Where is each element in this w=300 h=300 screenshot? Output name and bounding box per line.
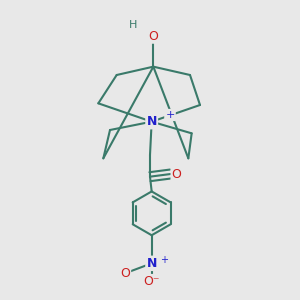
Text: +: + [160,255,168,265]
Text: O: O [148,29,158,43]
Text: N: N [146,257,157,270]
Text: O: O [172,167,182,181]
Text: O: O [120,267,130,280]
Text: N: N [146,115,157,128]
Text: H: H [129,20,137,30]
Text: +: + [165,110,175,120]
Text: O⁻: O⁻ [143,275,160,288]
